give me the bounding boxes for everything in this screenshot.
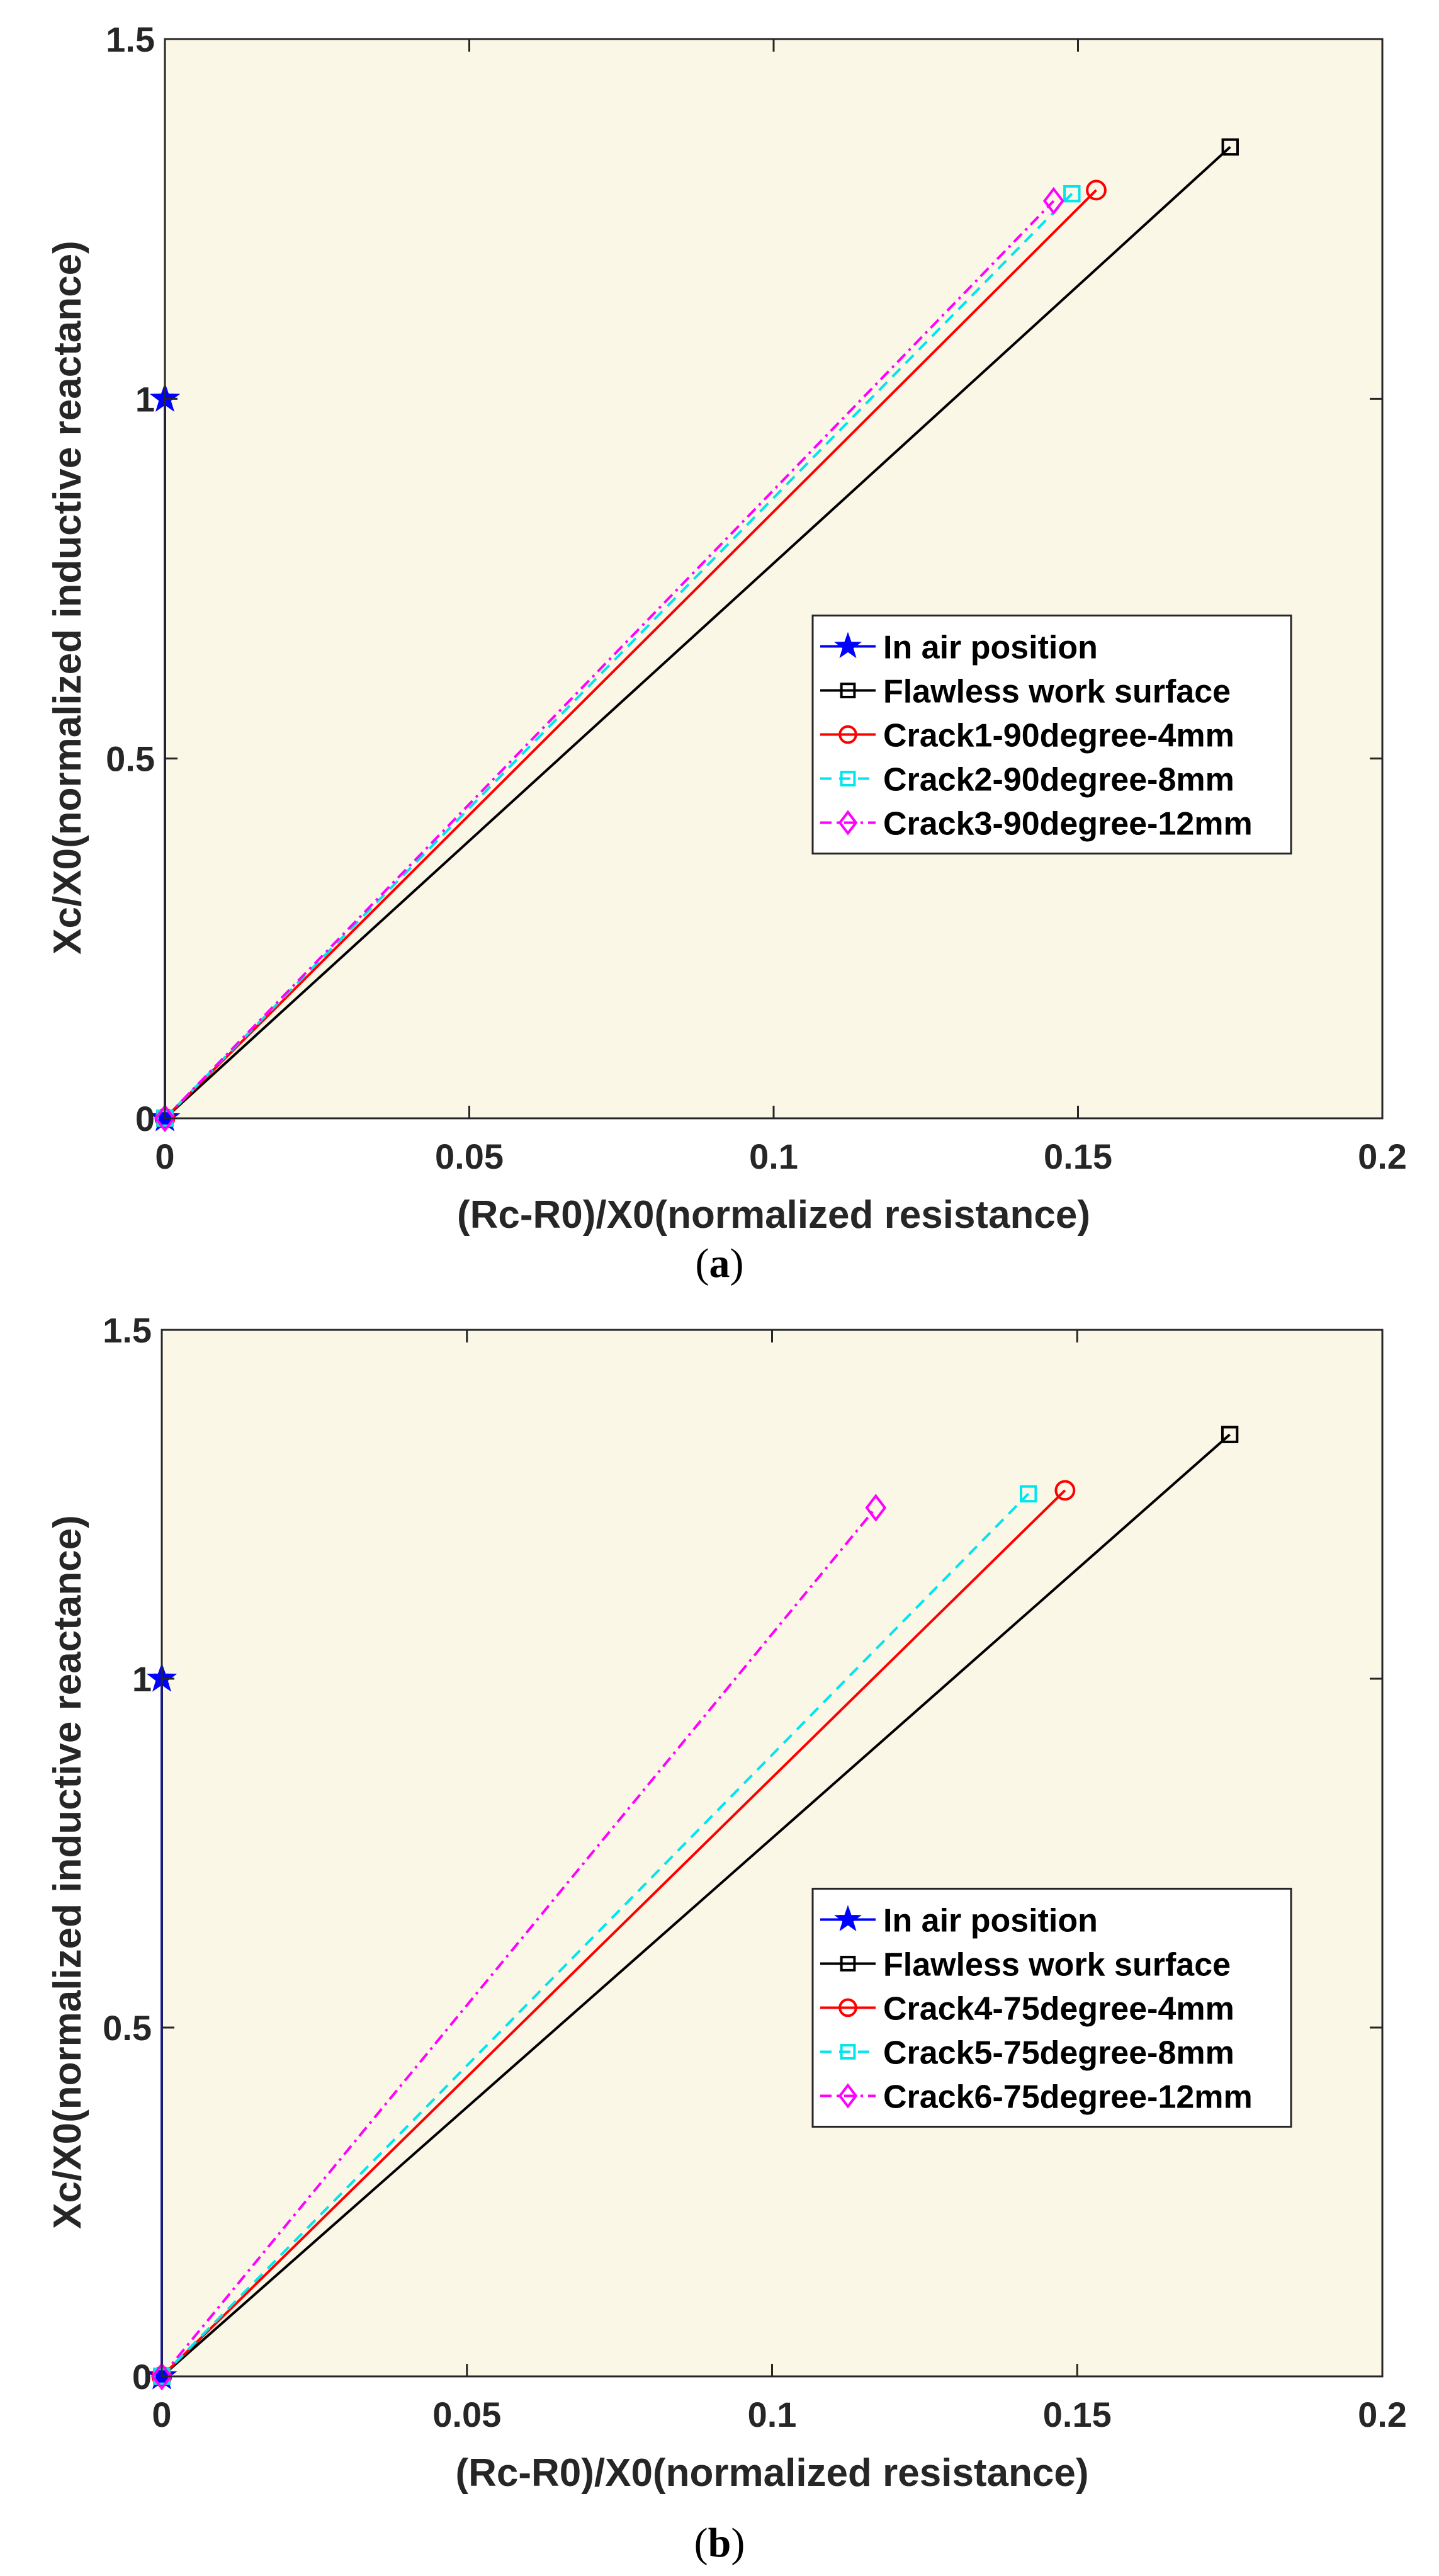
series-5-point-1	[154, 1104, 176, 1133]
legend-marker-5	[838, 810, 858, 836]
y-tick-label: 1.5	[103, 1310, 152, 1350]
legend-marker-3	[838, 1998, 857, 2017]
series-line-2	[164, 145, 1231, 1120]
legend-marker-5	[838, 2083, 858, 2109]
series-3-point-2	[1086, 179, 1107, 201]
legend-marker-2	[840, 683, 856, 698]
caption-close-paren: )	[730, 1240, 744, 1286]
y-tick-label: 0	[132, 2357, 152, 2397]
x-tick-label: 0.05	[432, 2395, 501, 2434]
plot-area	[162, 1330, 1382, 2376]
x-tick-label: 0	[152, 2395, 171, 2434]
legend: In air position Flawless work surface Crac…	[811, 615, 1292, 855]
legend-box	[811, 615, 1292, 855]
series-line-3	[161, 1489, 1066, 2378]
caption-open-paren: (	[694, 2520, 708, 2566]
legend-entry-2: Flawless work surface	[883, 1946, 1231, 1983]
x-tick-label: 0.1	[749, 1137, 798, 1176]
legend-marker-2	[840, 1956, 856, 1972]
caption-close-paren: )	[731, 2520, 745, 2566]
x-tick-label: 0	[155, 1137, 174, 1176]
series-4-point-2	[1063, 184, 1081, 203]
series-5-point-2	[865, 1494, 887, 1522]
y-tick-label: 0.5	[103, 2008, 152, 2048]
caption-open-paren: (	[696, 1240, 709, 1286]
series-3-point-2	[1054, 1480, 1076, 1501]
series-5-point-1	[151, 2362, 172, 2391]
panel-caption: (a)	[696, 1240, 744, 1286]
series-line-5	[164, 200, 1055, 1120]
y-tick-label: 1	[135, 379, 155, 419]
x-axis-label: (Rc-R0)/X0(normalized resistance)	[455, 2451, 1088, 2495]
legend-entry-2: Flawless work surface	[883, 674, 1231, 710]
legend-entry-4: Crack2-90degree-8mm	[883, 762, 1234, 798]
legend-entry-1: In air position	[883, 1902, 1098, 1939]
series-line-4	[164, 193, 1073, 1120]
legend-marker-1	[834, 632, 862, 659]
x-tick-label: 0.15	[1044, 1137, 1112, 1176]
series-2-point-2	[1221, 138, 1239, 156]
x-tick-label: 0.2	[1358, 2395, 1407, 2434]
x-tick-label: 0.2	[1358, 1137, 1407, 1176]
series-5-point-2	[1042, 186, 1064, 215]
legend-entry-3: Crack4-75degree-4mm	[883, 1990, 1234, 2027]
legend-entry-4: Crack5-75degree-8mm	[883, 2034, 1234, 2071]
series-4-point-2	[1019, 1485, 1037, 1503]
caption-letter: a	[709, 1240, 730, 1286]
series-line-4	[161, 1492, 1030, 2378]
caption-letter: b	[708, 2520, 731, 2566]
legend-box	[811, 1887, 1292, 2128]
x-tick-label: 0.1	[748, 2395, 797, 2434]
plot-area	[165, 39, 1382, 1118]
series-line-5	[161, 1507, 877, 2378]
y-tick-label: 0	[135, 1099, 155, 1138]
chart-panel-b: 0 0.05 0.1 0.15 0.2 0 0.5 1 1.5 (Rc-R0)/X0(normal…	[46, 1310, 1407, 2566]
series-2-point-2	[1221, 1426, 1239, 1443]
series-line-2	[161, 1433, 1231, 2378]
legend-marker-3	[838, 725, 857, 744]
legend-marker-4	[840, 771, 856, 786]
series-line-3	[164, 189, 1097, 1120]
x-tick-label: 0.05	[435, 1137, 504, 1176]
x-tick-label: 0.15	[1043, 2395, 1112, 2434]
y-tick-label: 1	[132, 1659, 152, 1699]
chart-panel-a: 0 0.05 0.1 0.15 0.2 0 0.5 1 1.5 (Rc-R0)/X0(normal…	[46, 20, 1407, 1286]
legend-entry-5: Crack3-90degree-12mm	[883, 806, 1253, 843]
legend: In air position Flawless work surface Crac…	[811, 1887, 1292, 2128]
legend-entry-5: Crack6-75degree-12mm	[883, 2079, 1253, 2115]
y-tick-label: 1.5	[106, 20, 155, 59]
legend-marker-4	[840, 2044, 856, 2060]
y-tick-label: 0.5	[106, 739, 155, 779]
y-axis-label: Xc/X0(normalized inductive reactance)	[46, 1515, 89, 2229]
legend-marker-1	[834, 1905, 862, 1932]
panel-caption: (b)	[694, 2520, 745, 2566]
legend-entry-1: In air position	[883, 630, 1098, 666]
legend-entry-3: Crack1-90degree-4mm	[883, 718, 1234, 754]
x-axis-label: (Rc-R0)/X0(normalized resistance)	[457, 1193, 1090, 1237]
y-axis-label: Xc/X0(normalized inductive reactance)	[46, 241, 89, 955]
